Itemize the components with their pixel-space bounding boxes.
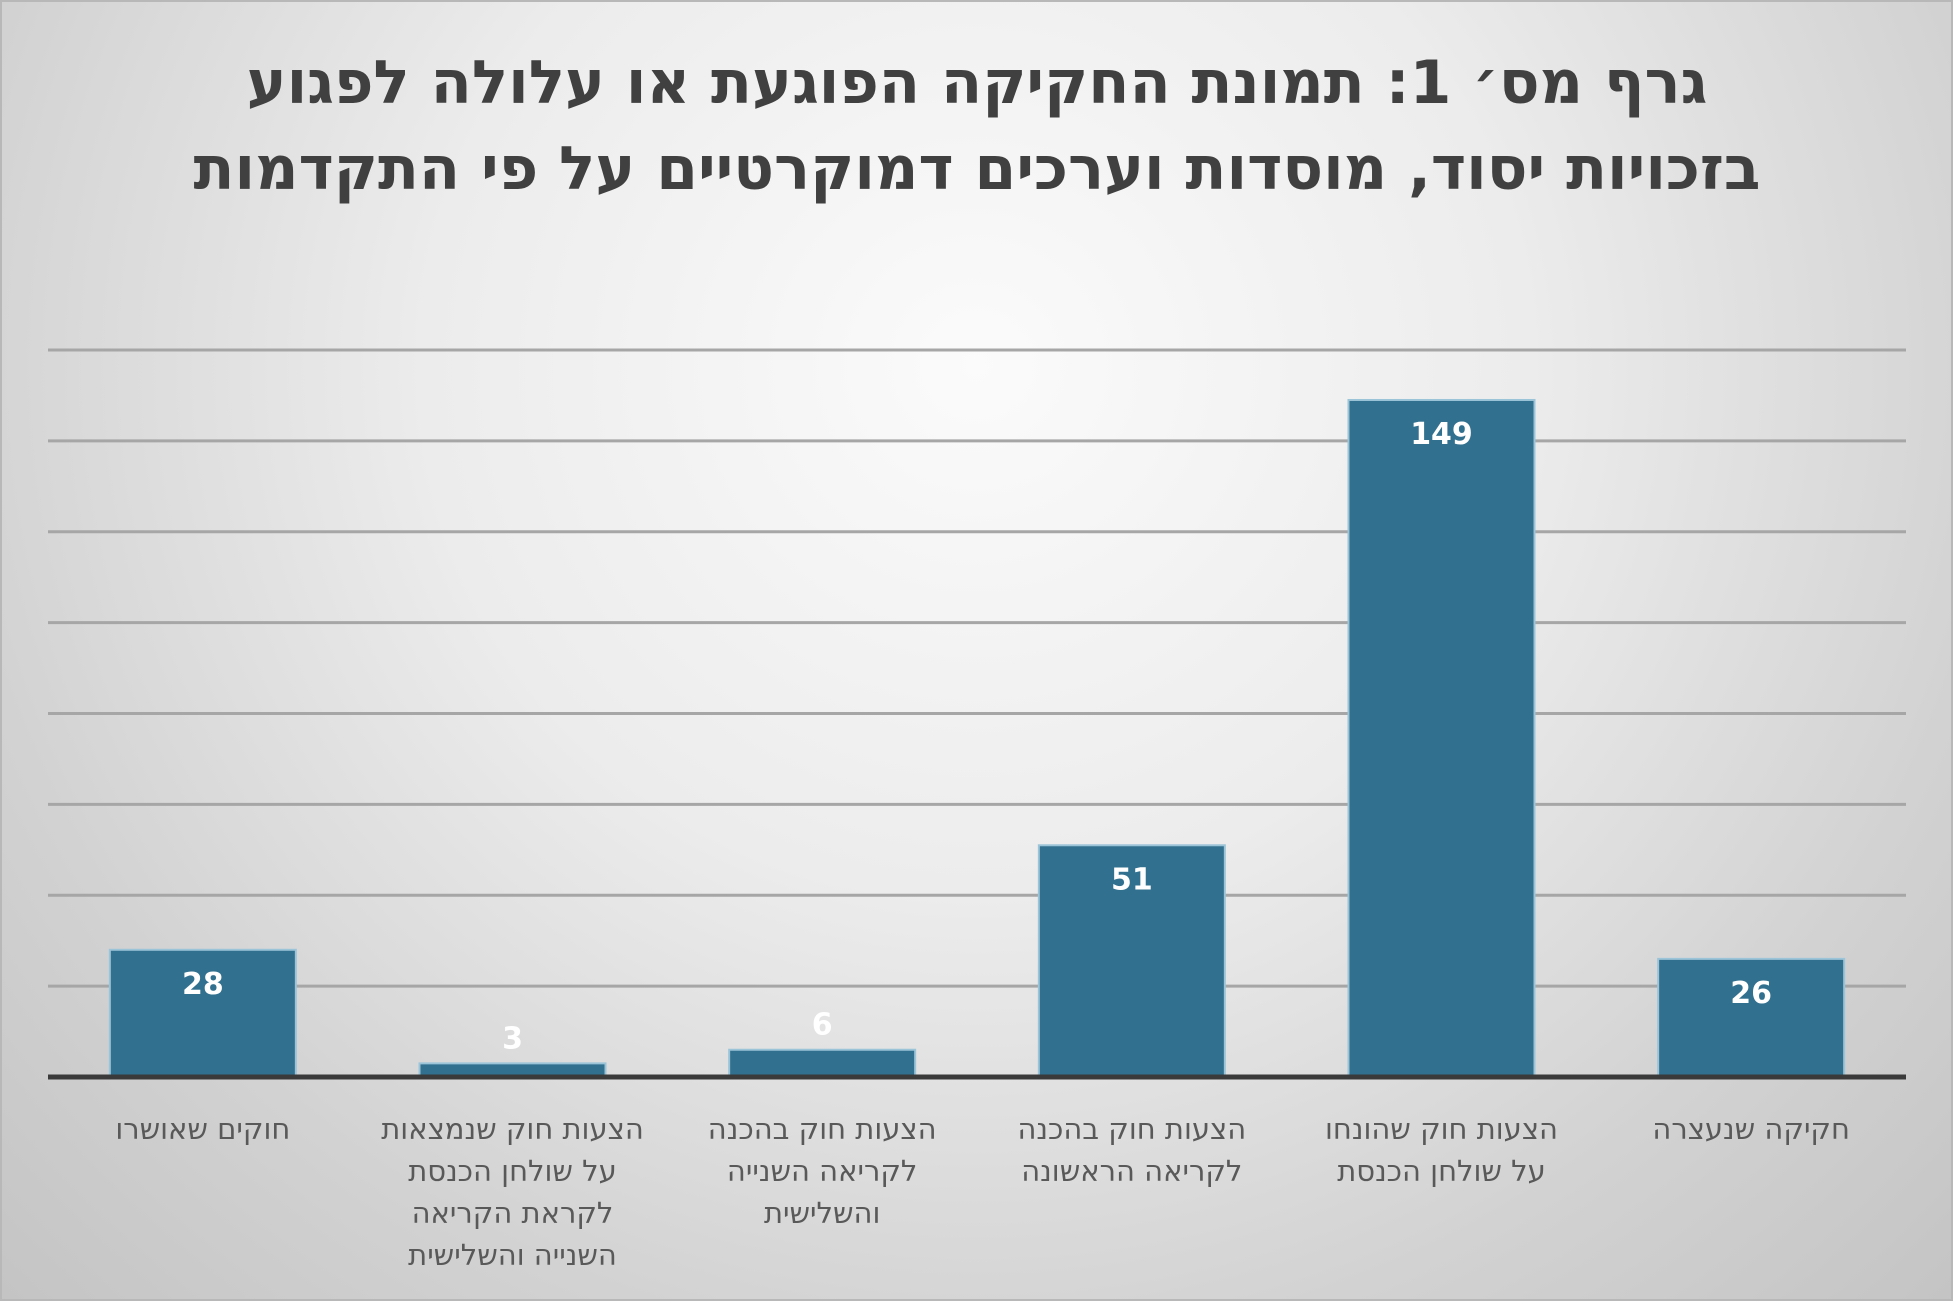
category-label: הצעות חוק שנמצאות על שולחן הכנסת לקראת הקר… [381, 1112, 644, 1272]
category-label-line: חוקים שאושרו [115, 1112, 290, 1146]
value-label: 26 [1730, 976, 1772, 1011]
category-label: חקיקה שנעצרה [1652, 1112, 1850, 1146]
bar [728, 1048, 917, 1079]
value-label: 6 [812, 1008, 833, 1043]
value-label: 51 [1111, 862, 1153, 897]
bar [1657, 957, 1846, 1078]
category-label-line: הצעות חוק שהונחו [1325, 1112, 1558, 1146]
gridlines [48, 348, 1906, 988]
category-label: הצעות חוק בהכנה לקריאה השנייה והשלישית [708, 1112, 937, 1230]
chart-title: גרף מס׳ 1: תמונת החקיקה הפוגעת או עלולה … [193, 48, 1761, 204]
value-label: 3 [502, 1021, 523, 1056]
category-label-line: והשלישית [764, 1196, 880, 1230]
bars [108, 398, 1846, 1079]
category-label-line: חקיקה שנעצרה [1652, 1112, 1850, 1146]
value-label: 149 [1410, 417, 1473, 452]
category-label-line: לקריאה השנייה [727, 1154, 917, 1188]
category-label: הצעות חוק שהונחו על שולחן הכנסת [1325, 1112, 1558, 1188]
bar [108, 948, 297, 1079]
category-label-line: על שולחן הכנסת [1337, 1154, 1546, 1188]
bar [1347, 398, 1536, 1078]
category-label: הצעות חוק בהכנה לקריאה הראשונה [1017, 1112, 1246, 1188]
category-label-line: על שולחן הכנסת [408, 1154, 617, 1188]
category-label-line: לקראת הקריאה [412, 1196, 614, 1230]
category-label-line: לקריאה הראשונה [1021, 1154, 1242, 1188]
category-label-line: השנייה והשלישית [408, 1238, 617, 1272]
value-label: 28 [182, 967, 224, 1002]
value-labels: 26 149 51 6 3 28 [182, 417, 1772, 1056]
bar [1037, 844, 1226, 1078]
category-label-line: הצעות חוק שנמצאות [381, 1112, 644, 1146]
category-label-line: הצעות חוק בהכנה [708, 1112, 937, 1146]
category-label-line: הצעות חוק בהכנה [1017, 1112, 1246, 1146]
category-labels: חקיקה שנעצרה הצעות חוק שהונחו על שולחן הכנ… [115, 1112, 1850, 1272]
category-label: חוקים שאושרו [115, 1112, 290, 1146]
